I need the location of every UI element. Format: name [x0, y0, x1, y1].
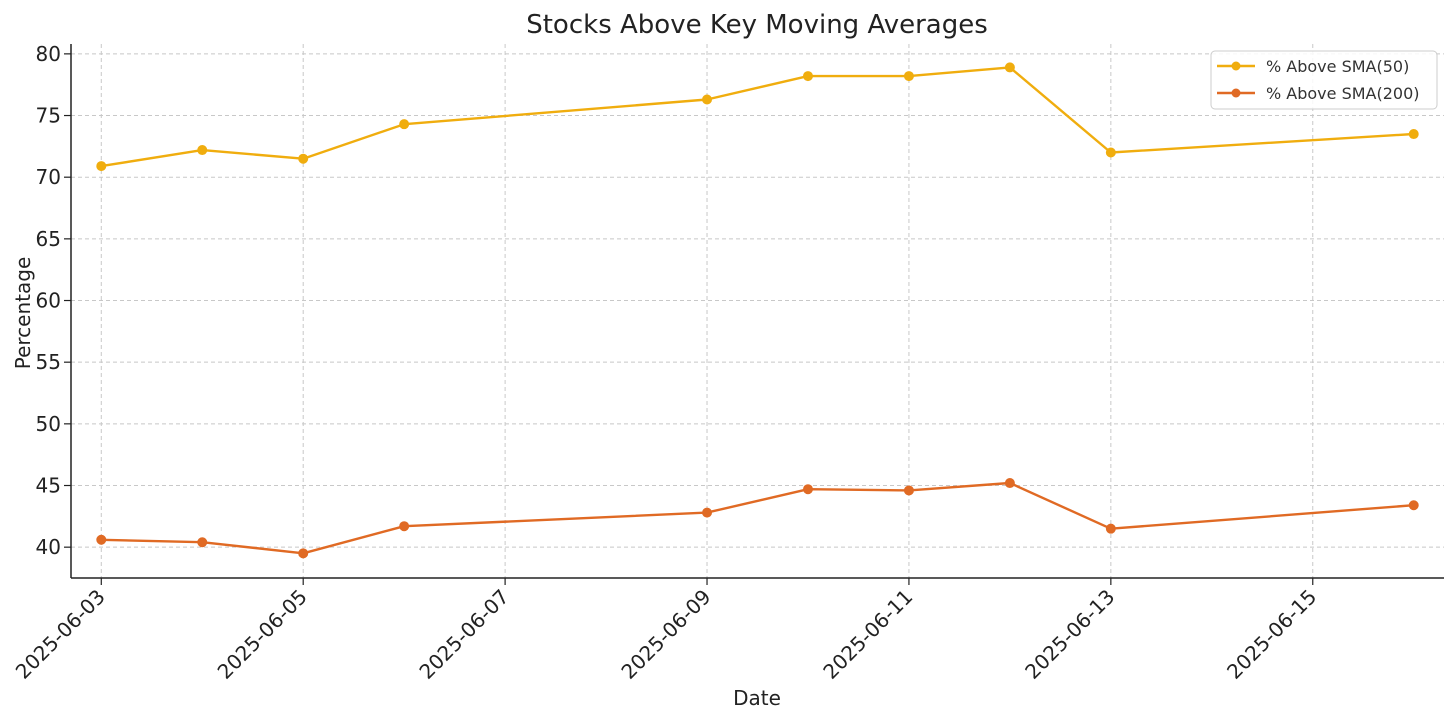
- data-point-1: [298, 548, 309, 559]
- x-tick-label: 2025-06-15: [1222, 585, 1321, 684]
- chart-title: Stocks Above Key Moving Averages: [526, 10, 988, 40]
- data-point-0: [1004, 62, 1015, 73]
- data-point-1: [399, 521, 410, 532]
- data-point-1: [702, 507, 713, 518]
- y-tick-label: 75: [36, 104, 61, 128]
- data-point-0: [298, 153, 309, 164]
- axes: [70, 44, 1444, 579]
- x-tick-labels: 2025-06-03 2025-06-05 2025-06-07 2025-06-09…: [11, 585, 1322, 684]
- legend-label-0: % Above SMA(50): [1266, 57, 1409, 76]
- data-point-0: [702, 94, 713, 105]
- data-point-1: [197, 537, 208, 548]
- x-tick-label: 2025-06-07: [414, 585, 513, 684]
- y-tick-label: 65: [36, 227, 61, 251]
- y-tick-label: 55: [36, 350, 61, 374]
- x-tick-label: 2025-06-05: [213, 585, 312, 684]
- data-point-0: [399, 119, 410, 130]
- series-line-0: [101, 66, 1414, 168]
- y-tick-labels: 40 45 50 55 60 65 70 75 80: [36, 42, 61, 559]
- x-tick-label: 2025-06-13: [1020, 585, 1119, 684]
- data-point-0: [903, 71, 914, 82]
- y-axis-label: Percentage: [11, 257, 35, 370]
- data-point-1: [1004, 478, 1015, 489]
- y-tick-label: 40: [36, 535, 61, 559]
- x-tick-label: 2025-06-03: [11, 585, 110, 684]
- y-tick-label: 50: [36, 412, 61, 436]
- x-axis-label: Date: [733, 686, 781, 710]
- series-layer: [96, 62, 1419, 559]
- y-tick-label: 45: [36, 474, 61, 498]
- x-tick-label: 2025-06-11: [818, 585, 917, 684]
- data-point-1: [96, 534, 107, 545]
- legend-marker-0: [1231, 61, 1241, 71]
- grid: [64, 44, 1444, 585]
- data-point-0: [802, 71, 813, 82]
- data-point-1: [802, 484, 813, 495]
- legend: % Above SMA(50) % Above SMA(200): [1210, 50, 1438, 110]
- data-point-0: [1105, 147, 1116, 158]
- data-point-1: [1105, 523, 1116, 534]
- data-point-0: [96, 161, 107, 172]
- x-tick-label: 2025-06-09: [616, 585, 715, 684]
- data-point-1: [1408, 500, 1419, 511]
- y-tick-label: 80: [36, 42, 61, 66]
- series-line-1: [101, 481, 1414, 555]
- data-point-1: [903, 485, 914, 496]
- legend-box: [1210, 50, 1438, 110]
- y-tick-label: 70: [36, 165, 61, 189]
- y-tick-label: 60: [36, 289, 61, 313]
- data-point-0: [1408, 129, 1419, 140]
- legend-marker-1: [1231, 88, 1241, 98]
- data-point-0: [197, 145, 208, 156]
- legend-label-1: % Above SMA(200): [1266, 84, 1420, 103]
